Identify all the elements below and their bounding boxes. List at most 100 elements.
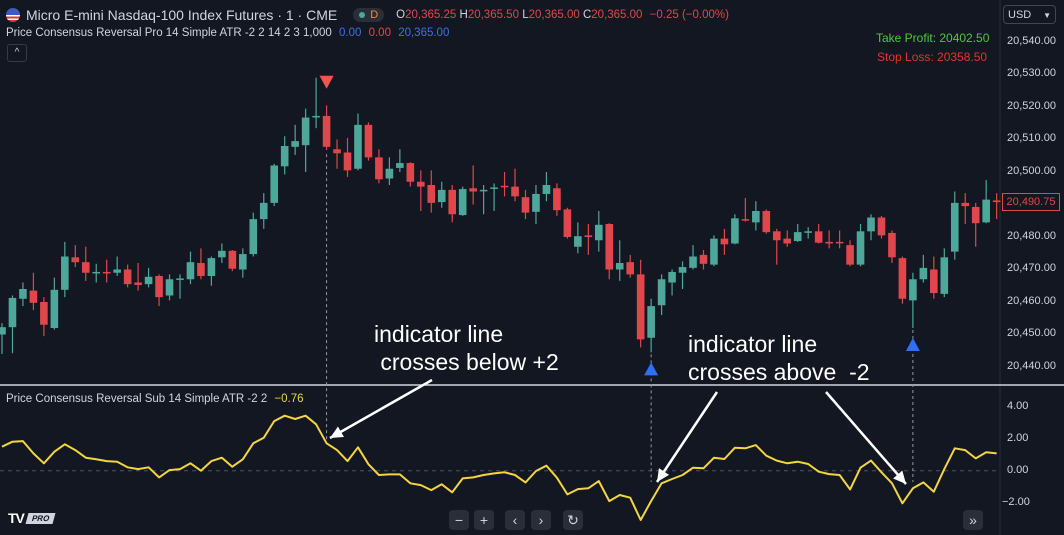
candle-body bbox=[521, 197, 530, 213]
candle-body bbox=[134, 282, 142, 285]
candle-body bbox=[898, 258, 907, 299]
currency-select[interactable]: USD ▼ bbox=[1003, 5, 1056, 24]
change-value: −0.25 (−0.00%) bbox=[649, 9, 729, 21]
chevron-up-icon: ^ bbox=[14, 47, 20, 58]
candle-body bbox=[364, 124, 373, 158]
candle-body bbox=[176, 278, 184, 280]
candle-body bbox=[92, 271, 101, 274]
sub-indicator-legend[interactable]: Price Consensus Reversal Sub 14 Simple A… bbox=[6, 393, 304, 405]
symbol-title[interactable]: Micro E-mini Nasdaq-100 Index Futures · … bbox=[26, 7, 338, 23]
current-price-label: 20,490.75 bbox=[1002, 193, 1060, 211]
main-indicator-value-2: 0.00 bbox=[368, 27, 391, 39]
candle-body bbox=[406, 163, 415, 182]
main-indicator-legend[interactable]: Price Consensus Reversal Pro 14 Simple A… bbox=[6, 27, 449, 39]
candle-body bbox=[144, 276, 153, 285]
candle-body bbox=[940, 257, 949, 294]
candle-body bbox=[930, 269, 938, 294]
price-tick: 20,540.00 bbox=[1007, 35, 1056, 47]
zoom-out-button[interactable]: − bbox=[449, 510, 469, 530]
candle-body bbox=[532, 193, 540, 212]
currency-label: USD bbox=[1008, 9, 1032, 21]
candle-body bbox=[500, 185, 509, 188]
candle-body bbox=[333, 149, 341, 154]
sub-axis-tick: −2.00 bbox=[1002, 496, 1030, 508]
candle-body bbox=[113, 269, 121, 273]
reset-chart-button[interactable]: ↻ bbox=[563, 510, 583, 530]
sell-triangle-icon bbox=[319, 75, 334, 89]
candle-body bbox=[731, 218, 739, 244]
candle-body bbox=[804, 231, 812, 233]
candle-body bbox=[594, 224, 603, 241]
candle-body bbox=[280, 146, 289, 167]
sub-axis-tick: 2.00 bbox=[1007, 432, 1029, 444]
annotation-crosses-below: indicator line crosses below +2 bbox=[374, 321, 559, 375]
candle-body bbox=[343, 152, 352, 171]
scroll-left-button[interactable]: ‹ bbox=[505, 510, 525, 530]
high-value: 20,365.50 bbox=[467, 9, 519, 21]
candle-body bbox=[825, 241, 833, 244]
price-tick: 20,440.00 bbox=[1007, 360, 1056, 372]
candle-body bbox=[469, 188, 477, 192]
candle-body bbox=[81, 262, 90, 273]
candle-body bbox=[626, 262, 634, 275]
candle-body bbox=[8, 297, 17, 328]
candle-body bbox=[228, 250, 237, 269]
candle-body bbox=[710, 238, 718, 265]
candle-body bbox=[490, 187, 498, 189]
candle-body bbox=[50, 289, 59, 328]
price-tick: 20,500.00 bbox=[1007, 165, 1056, 177]
candle-body bbox=[678, 267, 687, 273]
candle-body bbox=[584, 235, 593, 237]
candle-body bbox=[458, 189, 467, 216]
candle-body bbox=[322, 115, 331, 147]
candle-body bbox=[605, 224, 614, 270]
symbol-header: Micro E-mini Nasdaq-100 Index Futures · … bbox=[6, 7, 729, 23]
annotation-arrow-shaft bbox=[825, 391, 907, 485]
candle-body bbox=[542, 185, 551, 194]
scroll-right-button[interactable]: › bbox=[531, 510, 551, 530]
annotation-arrow-shaft bbox=[329, 378, 433, 440]
low-value: 20,365.00 bbox=[528, 9, 580, 21]
candle-body bbox=[155, 276, 163, 298]
high-label: H bbox=[459, 9, 468, 21]
candle-body bbox=[657, 279, 666, 306]
candle-body bbox=[239, 254, 247, 270]
candle-body bbox=[354, 124, 362, 169]
candle-body bbox=[762, 211, 771, 233]
candle-body bbox=[29, 290, 38, 303]
candle-body bbox=[249, 219, 258, 255]
candle-body bbox=[615, 263, 624, 270]
candle-body bbox=[772, 231, 781, 241]
main-indicator-name: Price Consensus Reversal Pro 14 Simple A… bbox=[6, 27, 332, 39]
arrowhead-icon bbox=[330, 426, 344, 438]
candle-body bbox=[689, 256, 697, 268]
candle-body bbox=[992, 200, 1001, 203]
signals-layer bbox=[319, 75, 920, 482]
open-label: O bbox=[396, 9, 406, 21]
candle-body bbox=[375, 157, 383, 180]
collapse-legend-button[interactable]: ^ bbox=[7, 44, 27, 62]
candle-body bbox=[427, 185, 436, 203]
price-tick: 20,510.00 bbox=[1007, 132, 1056, 144]
candle-body bbox=[479, 189, 488, 192]
candle-body bbox=[61, 256, 69, 290]
session-badge-label: D bbox=[370, 9, 379, 21]
price-tick: 20,520.00 bbox=[1007, 100, 1056, 112]
session-badge[interactable]: D bbox=[353, 8, 385, 22]
candle-body bbox=[218, 250, 226, 258]
candle-body bbox=[909, 279, 917, 301]
candle-body bbox=[123, 269, 132, 285]
arrowhead-icon bbox=[893, 470, 906, 484]
annotation-arrow-shaft bbox=[655, 391, 719, 483]
scroll-to-latest-button[interactable]: » bbox=[963, 510, 983, 530]
zoom-in-button[interactable]: + bbox=[474, 510, 494, 530]
candle-body bbox=[971, 206, 980, 224]
close-label: C bbox=[582, 9, 592, 21]
price-tick: 20,470.00 bbox=[1007, 262, 1056, 274]
candle-body bbox=[511, 186, 519, 197]
candle-body bbox=[950, 202, 959, 252]
price-tick: 20,460.00 bbox=[1007, 295, 1056, 307]
candle-body bbox=[553, 188, 561, 211]
sub-indicator-value: −0.76 bbox=[274, 393, 304, 405]
